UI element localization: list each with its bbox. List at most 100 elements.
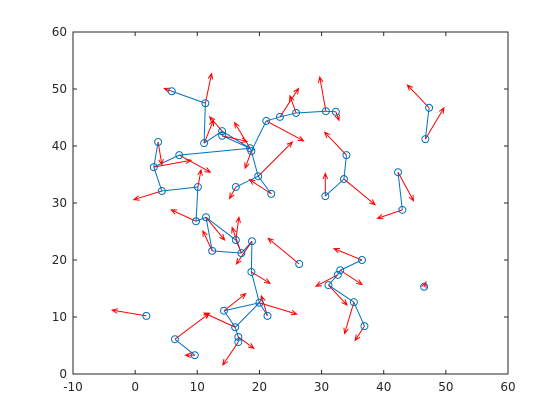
node [220,306,229,315]
arrow [179,154,212,173]
node [275,112,284,121]
edge [153,166,163,192]
edge [424,107,430,140]
node [231,323,240,332]
node [349,298,358,307]
arrow [204,72,214,104]
x-tick-label: 50 [438,380,453,394]
edge [353,301,365,327]
node [237,249,246,258]
edge [174,338,196,356]
y-tick-label: 10 [52,310,67,324]
node [263,311,272,320]
arrow [228,186,237,200]
node [342,151,351,160]
edge [325,110,336,113]
arrow [421,281,427,289]
edge [234,327,239,338]
edge [296,110,326,114]
node [149,163,158,172]
edge [205,216,237,241]
node [324,281,333,290]
node [218,127,227,136]
arrow [233,121,251,149]
arrow [132,190,163,201]
edge [212,250,242,254]
node [190,351,199,360]
node [420,282,429,291]
node [231,236,240,245]
arrow [231,226,242,254]
node [193,183,202,192]
y-tick-label: 30 [52,196,67,210]
x-tick-label: 40 [376,380,391,394]
arrow [202,312,236,328]
y-tick-label: 60 [52,25,67,39]
arrow [328,284,348,306]
node [234,332,243,341]
arrow [279,87,300,118]
arrow [343,302,355,335]
arrow [244,150,252,170]
edge [250,271,260,303]
node [247,147,256,156]
node [154,138,163,147]
node [175,151,184,160]
edge [235,175,259,188]
arrow [222,135,249,143]
node [208,246,217,255]
edge [195,216,207,222]
arrow [259,302,298,316]
y-tick-label: 40 [52,139,67,153]
y-tick-label: 50 [52,82,67,96]
edge [337,270,341,276]
node [339,175,348,184]
node [157,187,166,196]
node [201,99,210,108]
arrow [184,352,195,358]
arrow [235,240,253,266]
arrow [110,308,147,317]
arrow [267,237,300,265]
arrow [205,216,226,242]
edge [250,241,253,272]
node [425,103,434,112]
node [295,259,304,268]
arrow [248,178,272,195]
edge [195,187,199,222]
arrow [317,75,327,112]
edge [153,141,159,168]
arrow [197,168,203,188]
node [254,172,263,181]
edge [153,154,180,168]
arrow [343,178,377,206]
x-tick-label: 30 [314,380,329,394]
arrow [376,209,403,220]
node [421,135,430,144]
node [262,116,271,125]
edge [324,178,345,197]
edge [203,103,206,144]
edge [161,186,198,192]
node [234,338,243,347]
arrow [266,120,305,142]
node [167,87,176,96]
edge [259,302,268,317]
node [336,266,345,275]
node [267,189,276,198]
x-tick-label: 0 [131,380,139,394]
y-tick-label: 20 [52,253,67,267]
arrow [314,274,338,287]
arrow [174,312,211,340]
node [247,267,256,276]
arrow [339,269,364,286]
node [394,168,403,177]
arrow [332,248,363,261]
edge [223,302,260,312]
axes-box [72,31,509,375]
edge [221,135,251,149]
edge [179,147,251,156]
node [170,335,179,344]
arrow [334,111,340,122]
